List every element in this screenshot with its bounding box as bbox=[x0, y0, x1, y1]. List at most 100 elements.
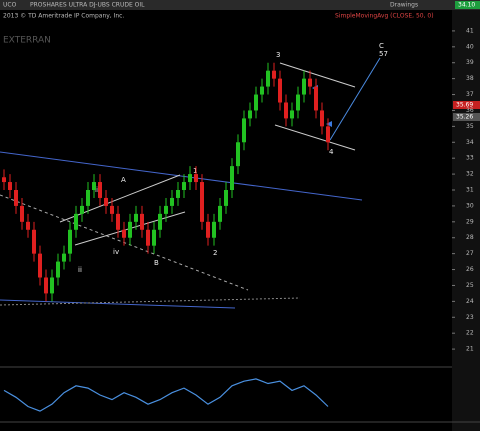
candle-body bbox=[86, 190, 90, 206]
arrow bbox=[312, 85, 332, 127]
candle-body bbox=[92, 182, 96, 190]
y-tick-label: 22 bbox=[466, 330, 474, 337]
candle-body bbox=[236, 142, 240, 167]
candle-body bbox=[128, 221, 132, 238]
candle-body bbox=[50, 277, 54, 294]
price-tag bbox=[453, 113, 480, 121]
trendline bbox=[0, 151, 363, 201]
y-tick-label: 26 bbox=[466, 266, 474, 273]
candle-body bbox=[284, 102, 288, 119]
candle-body bbox=[20, 205, 24, 222]
candle-body bbox=[74, 213, 78, 230]
drawings[interactable]: Drawings bbox=[390, 2, 418, 9]
y-tick-label: 34 bbox=[466, 139, 474, 146]
candle-body bbox=[170, 197, 174, 206]
y-tick-label: 33 bbox=[466, 155, 474, 162]
candle-body bbox=[62, 253, 66, 262]
last-price-box bbox=[455, 1, 480, 9]
trendline bbox=[59, 174, 181, 223]
candle-body bbox=[32, 229, 36, 254]
symbol: UCO bbox=[3, 2, 17, 9]
candle-body bbox=[14, 190, 18, 206]
wave-label: 1 bbox=[193, 167, 197, 175]
candle-body bbox=[314, 86, 318, 111]
toolbar bbox=[0, 0, 480, 10]
candle-body bbox=[200, 182, 204, 222]
y-tick-label: 37 bbox=[466, 91, 474, 98]
y-tick-label: 36 bbox=[466, 107, 474, 114]
y-tick-label: 23 bbox=[466, 314, 474, 321]
candle-body bbox=[224, 190, 228, 206]
oscillator-line bbox=[3, 378, 329, 412]
y-tick-label: 27 bbox=[466, 250, 474, 257]
wave-label: iv bbox=[113, 248, 119, 256]
candle-body bbox=[68, 229, 72, 254]
last-price: 34.10 bbox=[458, 2, 475, 9]
trendline bbox=[0, 299, 236, 309]
candle-body bbox=[302, 78, 306, 95]
candle-body bbox=[230, 166, 234, 190]
y-tick-label: 21 bbox=[466, 346, 474, 353]
wave-label: C bbox=[379, 42, 384, 50]
wave-label: 2 bbox=[213, 249, 217, 257]
wave-label: A bbox=[121, 176, 126, 184]
candle-body bbox=[326, 126, 330, 143]
wave-label: 57 bbox=[379, 50, 388, 58]
candle-body bbox=[2, 177, 6, 183]
candle-body bbox=[26, 221, 30, 230]
description: PROSHARES ULTRA DJ-UBS CRUDE OIL bbox=[30, 2, 145, 9]
wave-label: iii bbox=[95, 186, 101, 194]
wave-label: 4 bbox=[329, 148, 334, 156]
y-tick-label: 24 bbox=[466, 298, 474, 305]
candle-body bbox=[158, 213, 162, 230]
y-tick-label: 39 bbox=[466, 59, 474, 66]
price-tag-label: 35.69 bbox=[456, 102, 473, 109]
candle-body bbox=[206, 221, 210, 238]
candle-body bbox=[116, 213, 120, 230]
y-tick-label: 31 bbox=[466, 187, 474, 194]
candle-body bbox=[290, 110, 294, 119]
candle-body bbox=[278, 78, 282, 103]
candle-body bbox=[164, 205, 168, 214]
candle-body bbox=[44, 277, 48, 294]
candle-body bbox=[194, 174, 198, 183]
candle-body bbox=[272, 70, 276, 79]
price-tag bbox=[453, 101, 480, 109]
candle-body bbox=[98, 182, 102, 198]
trendline bbox=[279, 62, 356, 88]
candle-body bbox=[218, 205, 222, 222]
candle-body bbox=[296, 94, 300, 111]
candle-body bbox=[320, 110, 324, 127]
candle-body bbox=[266, 70, 270, 87]
trendline bbox=[329, 57, 381, 141]
candle-body bbox=[188, 174, 192, 183]
y-tick-label: 29 bbox=[466, 218, 474, 225]
candle-body bbox=[104, 197, 108, 206]
candle-body bbox=[146, 229, 150, 246]
y-tick-label: 25 bbox=[466, 282, 474, 289]
candle-body bbox=[176, 190, 180, 198]
y-tick-label: 41 bbox=[466, 27, 474, 34]
candle-body bbox=[182, 182, 186, 190]
candle-body bbox=[38, 253, 42, 278]
copyright: 2013 © TD Ameritrade IP Company, Inc. bbox=[3, 13, 124, 20]
candle-body bbox=[260, 86, 264, 95]
candle-body bbox=[212, 221, 216, 238]
candle-body bbox=[152, 229, 156, 246]
wave-label: 3 bbox=[276, 51, 280, 59]
wave-label: B bbox=[154, 259, 159, 267]
price-axis bbox=[452, 10, 480, 431]
y-tick-label: 32 bbox=[466, 171, 474, 178]
price-tag-label: 35.26 bbox=[456, 114, 473, 121]
candle-body bbox=[254, 94, 258, 111]
candle-body bbox=[122, 229, 126, 238]
candle-body bbox=[56, 261, 60, 278]
y-tick-label: 38 bbox=[466, 75, 474, 82]
wave-label: ii bbox=[78, 266, 82, 274]
candle-body bbox=[134, 213, 138, 222]
y-tick-label: 35 bbox=[466, 123, 474, 130]
candle-body bbox=[308, 78, 312, 87]
candle-body bbox=[140, 213, 144, 230]
